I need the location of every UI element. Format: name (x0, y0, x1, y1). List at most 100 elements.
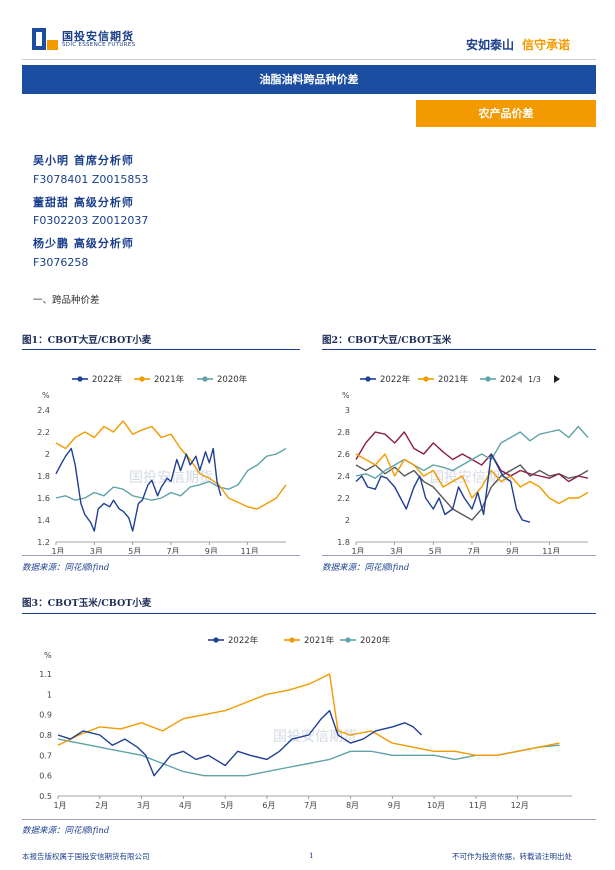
fig3-x-tick: 11月 (469, 801, 487, 810)
fig3-y-tick: 0.7 (39, 751, 52, 760)
fig3-x-tick: 3月 (137, 801, 150, 810)
fig3-legend-label: 2022年 (228, 635, 259, 646)
fig1-series-line (55, 447, 287, 501)
fig1-y-tick: 1.4 (37, 516, 50, 525)
fig3-source: 数据来源：同花顺ifind (22, 826, 110, 836)
fig2-x-tick: 1月 (351, 547, 364, 554)
fig2-x-tick: 11月 (542, 547, 560, 554)
fig1-watermark: 国投安信期货 (129, 469, 213, 486)
fig2-legend-label: 2022年 (380, 374, 411, 385)
fig2-legend-label: 2021年 (438, 374, 469, 385)
fig1-source: 数据来源：同花顺ifind (22, 563, 110, 573)
fig1-series-line (55, 420, 287, 510)
fig2-x-tick: 5月 (429, 547, 442, 554)
fig2-y-tick: 2.2 (337, 494, 350, 503)
fig3-legend-marker (289, 637, 295, 643)
fig2-unit-label: % (342, 391, 350, 400)
fig1-y-tick: 2 (45, 450, 50, 459)
fig3-x-tick: 7月 (304, 801, 317, 810)
fig2-y-tick: 2 (345, 516, 350, 525)
fig2-series-line (355, 464, 589, 521)
logo-en: SDIC ESSENCE FUTURES (62, 42, 136, 48)
fig1-top-rule (22, 349, 300, 350)
fig2-pager-prev-icon (516, 375, 522, 383)
fig3-x-tick: 5月 (221, 801, 234, 810)
footer-page-number: 1 (309, 851, 314, 860)
fig2-legend-marker (365, 376, 371, 382)
analyst-3-name: 杨少鹏 高级分析师 (33, 237, 134, 250)
fig3-x-tick: 4月 (179, 801, 192, 810)
slogan-b: 信守承诺 (522, 38, 571, 52)
fig2-y-tick: 2.8 (337, 428, 350, 437)
fig1-chart: 国投安信期货% 1.2 1.4 1.6 1.8 2 2.2 2.4 1月 3月 5月 7月 9月 11月 2… (37, 374, 287, 554)
fig3-x-tick: 1月 (53, 801, 66, 810)
fig3-y-tick: 0.9 (39, 711, 52, 720)
fig3-x-tick: 2月 (95, 801, 108, 810)
fig2-y-tick: 2.4 (337, 472, 350, 481)
fig2-legend-marker (423, 376, 429, 382)
fig1-legend-marker (77, 376, 83, 382)
fig3-title: 图3：CBOT玉米/CBOT小麦 (22, 598, 152, 609)
fig3-bottom-rule (22, 819, 596, 820)
logo-cn: 国投安信期货 (62, 30, 134, 43)
fig3-y-tick: 1 (47, 690, 52, 699)
fig2-x-tick: 9月 (506, 547, 519, 554)
fig3-chart: 国投安信期货% 0.5 0.6 0.7 0.8 0.9 1 1.1 1月 2月 3月 4月 5月 6月 7月… (39, 635, 572, 810)
fig1-x-tick: 9月 (205, 547, 218, 554)
analyst-2-license: F0302203 Z0012037 (33, 214, 149, 227)
fig3-legend-label: 2020年 (360, 635, 391, 646)
fig1-x-tick: 7月 (166, 547, 179, 554)
fig3-unit-label: % (44, 651, 52, 660)
fig2-source: 数据来源：同花顺ifind (322, 563, 410, 573)
fig3-series-line (57, 709, 423, 777)
fig2-watermark: 国投安信期货 (430, 469, 514, 486)
fig3-series-line (57, 673, 560, 757)
fig1-y-tick: 2.4 (37, 406, 50, 415)
fig3-top-rule (22, 613, 596, 614)
slogan-a: 安如泰山 (466, 38, 515, 52)
analyst-1-name: 吴小明 首席分析师 (33, 154, 134, 167)
fig2-x-tick: 3月 (390, 547, 403, 554)
fig1-x-tick: 1月 (51, 547, 64, 554)
footer-disclaimer: 不可作为投资依据，转载请注明出处 (452, 852, 572, 861)
fig1-legend-marker (202, 376, 208, 382)
fig1-y-tick: 1.8 (37, 472, 50, 481)
report-title-banner: 油脂油料跨品种价差 (22, 65, 596, 94)
fig2-y-tick: 2.6 (337, 450, 350, 459)
fig2-top-rule (322, 349, 596, 350)
fig2-y-tick: 1.8 (337, 538, 350, 547)
fig1-legend-label: 2022年 (92, 374, 123, 385)
fig2-pager-next-icon (554, 375, 560, 383)
fig1-legend-label: 2021年 (154, 374, 185, 385)
fig2-chart: 国投安信期货% 1.8 2 2.2 2.4 2.6 2.8 3 1月 3月 5月 7月 9月 11月 202… (337, 374, 589, 554)
fig3-x-tick: 9月 (388, 801, 401, 810)
fig1-y-tick: 2.2 (37, 428, 50, 437)
fig2-series-line (355, 425, 589, 479)
fig2-legend-marker (485, 376, 491, 382)
fig1-y-tick: 1.6 (37, 494, 50, 503)
header-divider (22, 59, 596, 60)
fig1-x-tick: 5月 (128, 547, 141, 554)
fig3-y-tick: 1.1 (39, 670, 52, 679)
fig3-x-tick: 12月 (511, 801, 529, 810)
fig1-bottom-rule (22, 555, 300, 556)
category-banner: 农产品价差 (416, 100, 596, 127)
fig3-x-tick: 6月 (262, 801, 275, 810)
analyst-3-license: F3076258 (33, 256, 89, 269)
fig2-x-tick: 7月 (467, 547, 480, 554)
fig3-x-tick: 10月 (427, 801, 445, 810)
fig3-legend-label: 2021年 (304, 635, 335, 646)
section-heading: 一、跨品种价差 (33, 295, 100, 306)
fig1-series-line (55, 447, 222, 532)
fig1-x-tick: 11月 (241, 547, 259, 554)
fig3-watermark: 国投安信期货 (273, 728, 357, 745)
fig1-y-tick: 1.2 (37, 538, 50, 547)
fig2-pager-label: 1/3 (528, 375, 541, 384)
analyst-2-name: 董甜甜 高级分析师 (33, 196, 134, 209)
fig3-legend-marker (345, 637, 351, 643)
fig3-y-tick: 0.8 (39, 731, 52, 740)
fig2-legend-label: 202 (500, 375, 516, 385)
footer-copyright: 本报告版权属于国投安信期货有限公司 (22, 852, 150, 861)
fig2-series-line (355, 453, 589, 505)
fig2-series-line (355, 453, 531, 523)
